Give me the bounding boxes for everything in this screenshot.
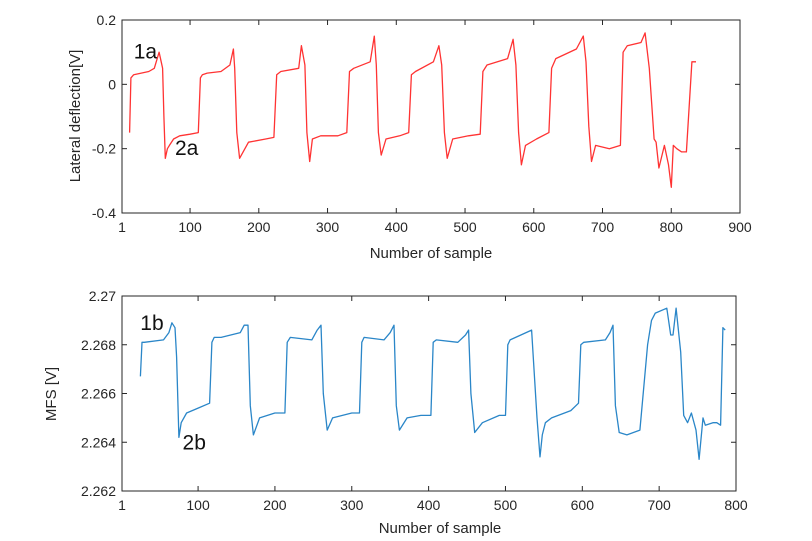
series-line	[139, 307, 726, 460]
y-tick-label: 2.266	[81, 386, 116, 402]
y-ticks: -0.4 -0.2 0 0.2	[92, 12, 740, 221]
x-ticks: 1 100 200 300 400 500 600 700 800	[118, 296, 748, 513]
series-group	[139, 307, 726, 460]
series-line	[128, 32, 696, 188]
y-tick-label: 2.262	[81, 483, 116, 499]
y-tick-label: 0.2	[97, 12, 117, 28]
x-axis-label: Number of sample	[370, 245, 493, 262]
x-tick-label: 200	[247, 219, 271, 235]
x-tick-label: 800	[724, 497, 748, 513]
x-ticks: 1 100 200 300 400 500 600 700 800 900	[118, 20, 752, 235]
y-axis-label: MFS [V]	[43, 367, 60, 421]
series-group	[128, 32, 696, 188]
plot-frame	[121, 295, 737, 492]
x-tick-label: 100	[186, 497, 210, 513]
annotation-label: 1a	[134, 41, 158, 64]
annotations: 1a 2a	[134, 41, 199, 161]
x-tick-label: 500	[494, 497, 518, 513]
annotation-label: 1b	[140, 312, 163, 335]
x-tick-label: 100	[178, 219, 202, 235]
x-tick-label: 600	[571, 497, 595, 513]
annotation-label: 2a	[175, 137, 199, 160]
x-tick-label: 1	[118, 219, 126, 235]
x-tick-label: 400	[385, 219, 409, 235]
x-tick-label: 700	[591, 219, 615, 235]
x-tick-label: 300	[340, 497, 364, 513]
y-axis-label: Lateral deflection[V]	[67, 50, 84, 183]
x-tick-label: 500	[453, 219, 477, 235]
y-tick-label: 0	[108, 76, 116, 92]
mfs-chart: 1 100 200 300 400 500 600 700 800 2.2622.2642.26…	[43, 288, 748, 537]
y-tick-label: -0.4	[92, 205, 116, 221]
x-tick-label: 600	[522, 219, 546, 235]
annotations: 1b 2b	[140, 312, 206, 454]
x-axis-label: Number of sample	[379, 520, 502, 537]
y-tick-label: -0.2	[92, 141, 116, 157]
x-tick-label: 400	[417, 497, 441, 513]
plot-frame	[121, 19, 741, 214]
y-tick-label: 2.27	[89, 288, 116, 304]
y-ticks: 2.262 2.264 2.266 2.268 2.27	[81, 288, 736, 499]
x-tick-label: 800	[660, 219, 684, 235]
y-tick-label: 2.264	[81, 434, 116, 450]
annotation-label: 2b	[183, 432, 206, 455]
x-tick-label: 700	[647, 497, 671, 513]
x-tick-label: 900	[728, 219, 752, 235]
x-tick-label: 1	[118, 497, 126, 513]
x-tick-label: 200	[263, 497, 287, 513]
y-tick-label: 2.268	[81, 337, 116, 353]
lateral-deflection-chart: 1 100 200 300 400 500 600 700 800 900 -0.4 -0.2 0 0.…	[67, 12, 752, 262]
x-tick-label: 300	[316, 219, 340, 235]
